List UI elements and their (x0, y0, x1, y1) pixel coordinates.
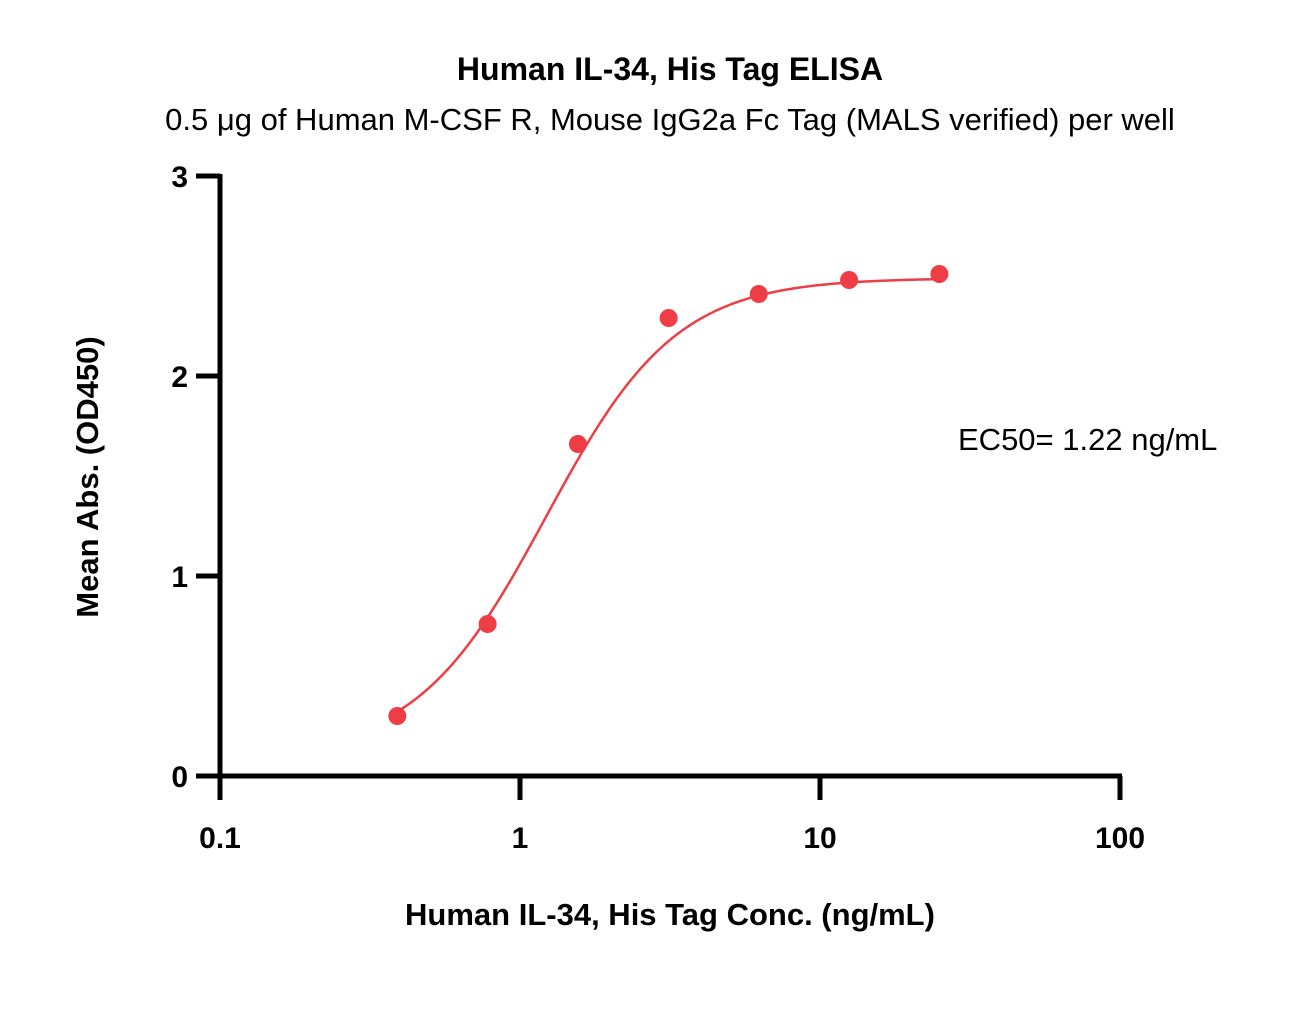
y-tick-label: 1 (171, 561, 188, 594)
y-tick-label: 3 (171, 161, 188, 194)
y-axis-label: Mean Abs. (OD450) (70, 336, 105, 617)
data-point (388, 707, 407, 725)
x-tick-label: 1 (512, 822, 529, 855)
x-tick-label: 100 (1095, 822, 1145, 855)
data-point (659, 309, 678, 327)
x-tick-label: 0.1 (199, 822, 241, 855)
data-point (568, 435, 587, 453)
ec50-annotation: EC50= 1.22 ng/mL (958, 422, 1217, 457)
y-axis: 0 1 2 3 (171, 161, 223, 794)
data-points (388, 265, 949, 725)
y-tick-label: 2 (171, 361, 188, 394)
y-tick-label: 0 (171, 761, 188, 794)
data-point (840, 271, 859, 289)
chart-subtitle: 0.5 μg of Human M-CSF R, Mouse IgG2a Fc … (165, 102, 1175, 137)
x-axis-label: Human IL-34, His Tag Conc. (ng/mL) (405, 897, 935, 932)
data-point (749, 285, 768, 303)
fit-curve (396, 277, 940, 713)
chart-title: Human IL-34, His Tag ELISA (457, 51, 883, 87)
x-axis: 0.1 1 10 100 (199, 773, 1145, 855)
data-point (478, 615, 497, 633)
x-tick-label: 10 (803, 822, 836, 855)
data-point (930, 265, 949, 283)
